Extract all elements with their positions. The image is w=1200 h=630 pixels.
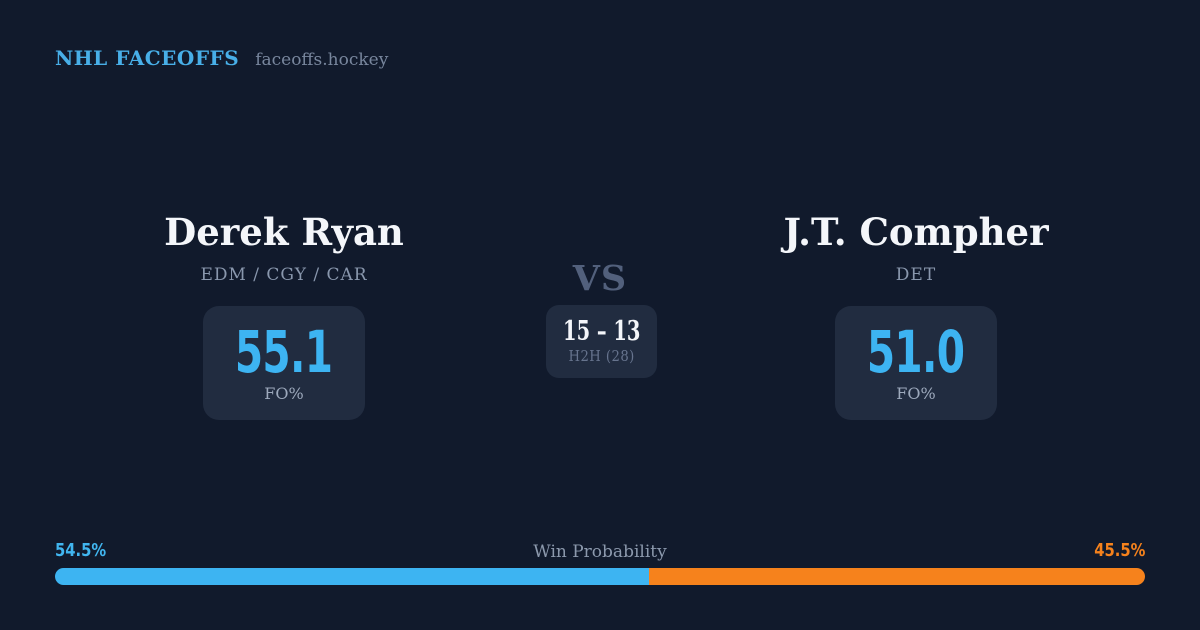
h2h-card: 15 – 13 H2H (28) [546,305,657,378]
win-probability-left-pct: 54.5% [55,540,107,561]
player-right-stat-card: 51.0 FO% [835,305,997,420]
vs-label: VS [572,258,628,299]
player-left: Derek Ryan EDM / CGY / CAR 55.1 FO% [94,211,474,420]
win-probability-bar [55,568,1145,585]
brand-title: NHL FACEOFFS [55,46,240,70]
site-url: faceoffs.hockey [255,50,389,70]
player-right-fo-pct: 51.0 [867,317,965,386]
player-right: J.T. Compher DET 51.0 FO% [726,211,1106,420]
win-probability-right-pct: 45.5% [1093,540,1145,561]
win-probability-title: Win Probability [533,542,667,562]
header: NHL FACEOFFS faceoffs.hockey [55,46,388,70]
player-left-stat-label: FO% [264,383,304,403]
win-probability-bar-left-segment [55,568,650,585]
player-left-fo-pct: 55.1 [235,317,333,386]
player-left-teams: EDM / CGY / CAR [200,264,368,285]
win-probability-bar-right-segment [649,568,1145,585]
player-left-stat-card: 55.1 FO% [203,305,365,420]
h2h-score: 15 – 13 [562,316,641,347]
player-right-teams: DET [895,264,937,285]
player-right-stat-label: FO% [896,383,936,403]
player-right-name: J.T. Compher [783,210,1049,254]
h2h-label: H2H (28) [568,347,635,365]
player-left-name: Derek Ryan [164,210,404,254]
